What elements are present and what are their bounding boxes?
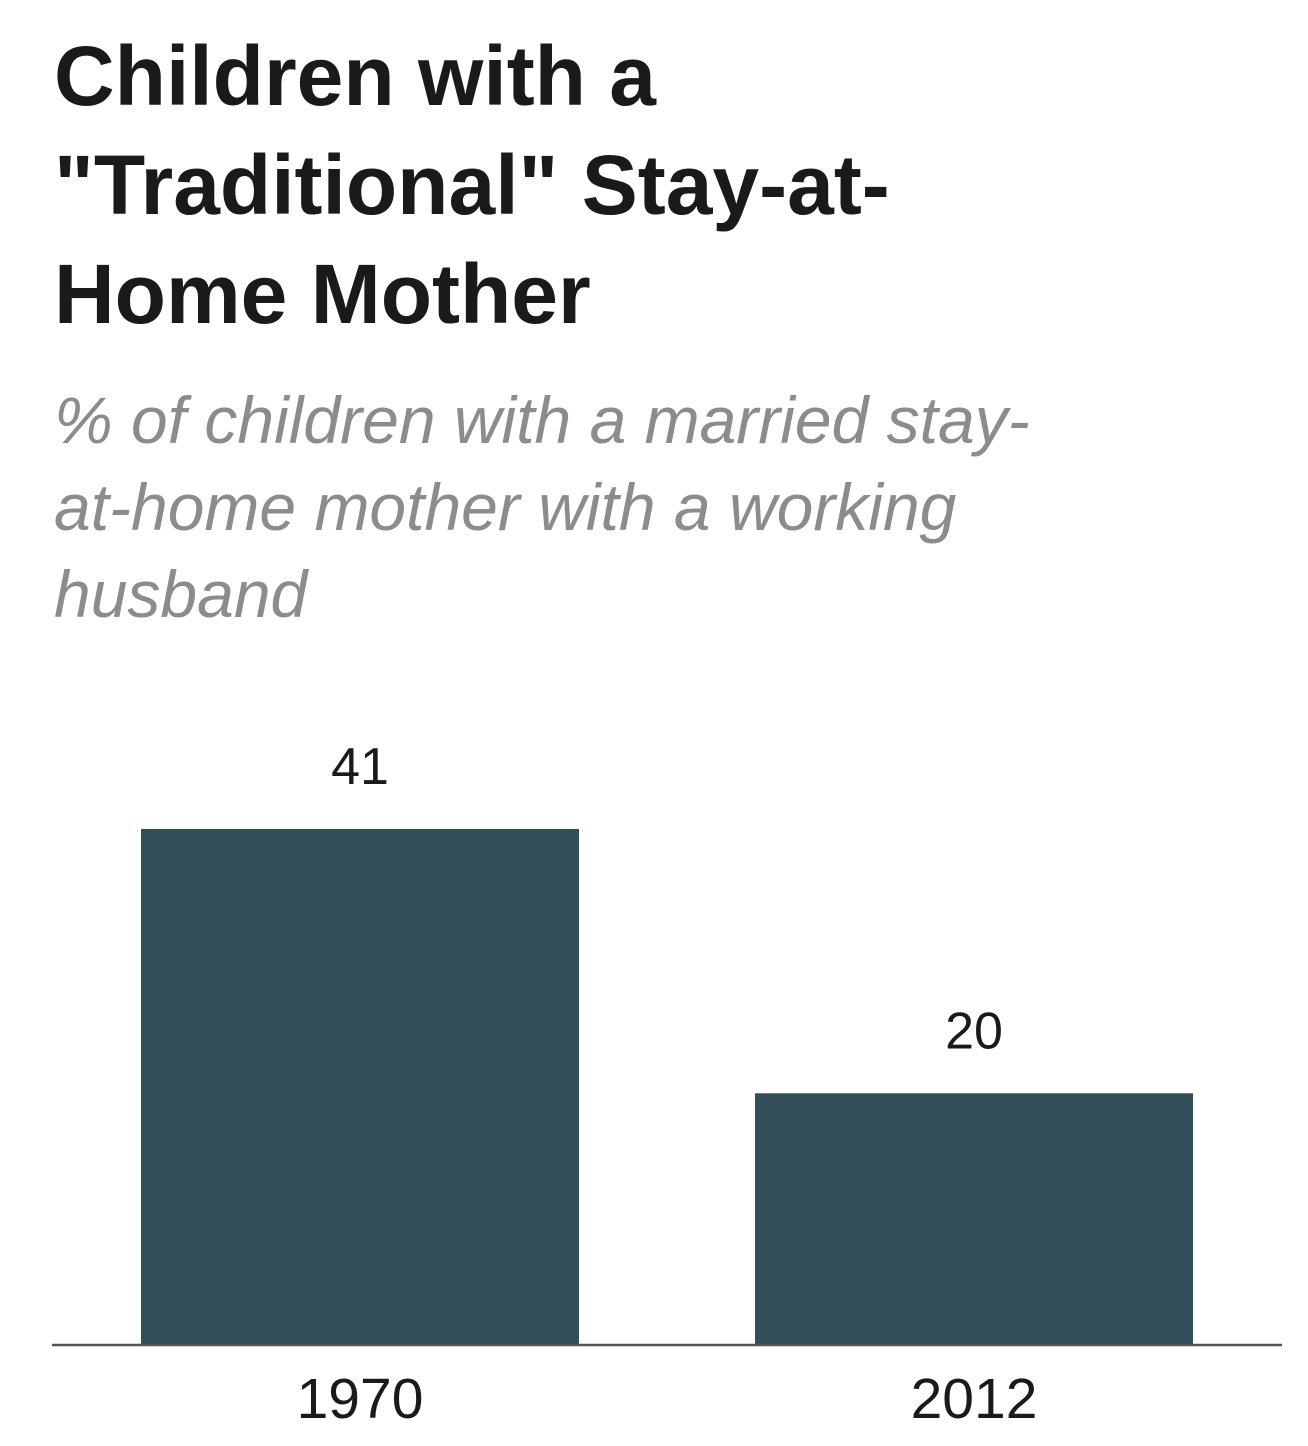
data-label-1970: 41 <box>331 738 389 796</box>
chart-subtitle: % of children with a married stay-at-hom… <box>54 383 1030 631</box>
bar-2012 <box>755 1093 1193 1345</box>
x-tick-label-1970: 1970 <box>297 1367 424 1431</box>
data-label-2012: 20 <box>945 1002 1003 1060</box>
chart-title: Children with a "Traditional" Stay-at-Ho… <box>54 29 890 341</box>
bar-1970 <box>141 829 579 1345</box>
x-tick-label-2012: 2012 <box>911 1367 1038 1431</box>
